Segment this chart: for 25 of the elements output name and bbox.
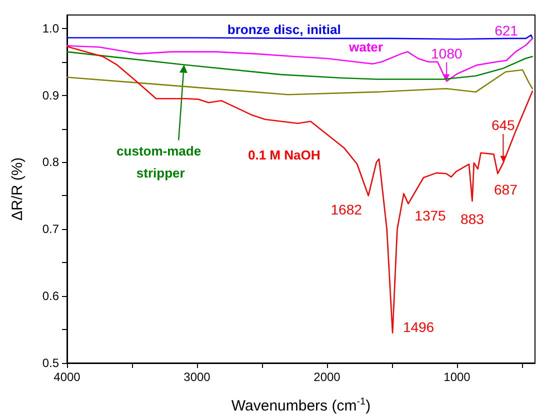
annotation: 1375 <box>414 208 446 224</box>
annotation: 621 <box>494 22 518 39</box>
line-series <box>66 38 534 82</box>
annotation: 1080 <box>431 45 462 62</box>
y-tick-label: 0.7 <box>42 222 60 236</box>
y-axis-title: ΔR/R (%) <box>9 157 26 221</box>
x-tick-label: 2000 <box>314 370 341 384</box>
annotation: 1682 <box>330 202 362 218</box>
x-tick-label: 4000 <box>54 370 81 384</box>
annotation: 883 <box>460 211 484 228</box>
series-label: 0.1 M NaOH <box>248 147 320 162</box>
series-label: bronze disc, initial <box>227 22 341 38</box>
series-label: water <box>348 40 383 55</box>
annotation: 645 <box>491 116 516 133</box>
line-series <box>66 69 534 96</box>
y-tick-label: 0.5 <box>42 356 60 370</box>
annotation: 687 <box>494 182 518 198</box>
y-tick-label: 0.6 <box>42 289 60 304</box>
x-tick-label: 3000 <box>184 370 211 384</box>
text: custom-made stripper <box>116 144 205 181</box>
y-tick-label: 0.9 <box>42 88 60 102</box>
y-tick-label: 1.0 <box>42 21 60 36</box>
y-tick-label: 0.8 <box>42 155 60 170</box>
x-tick-label: 1000 <box>444 370 471 384</box>
annotation: 1496 <box>402 318 434 335</box>
